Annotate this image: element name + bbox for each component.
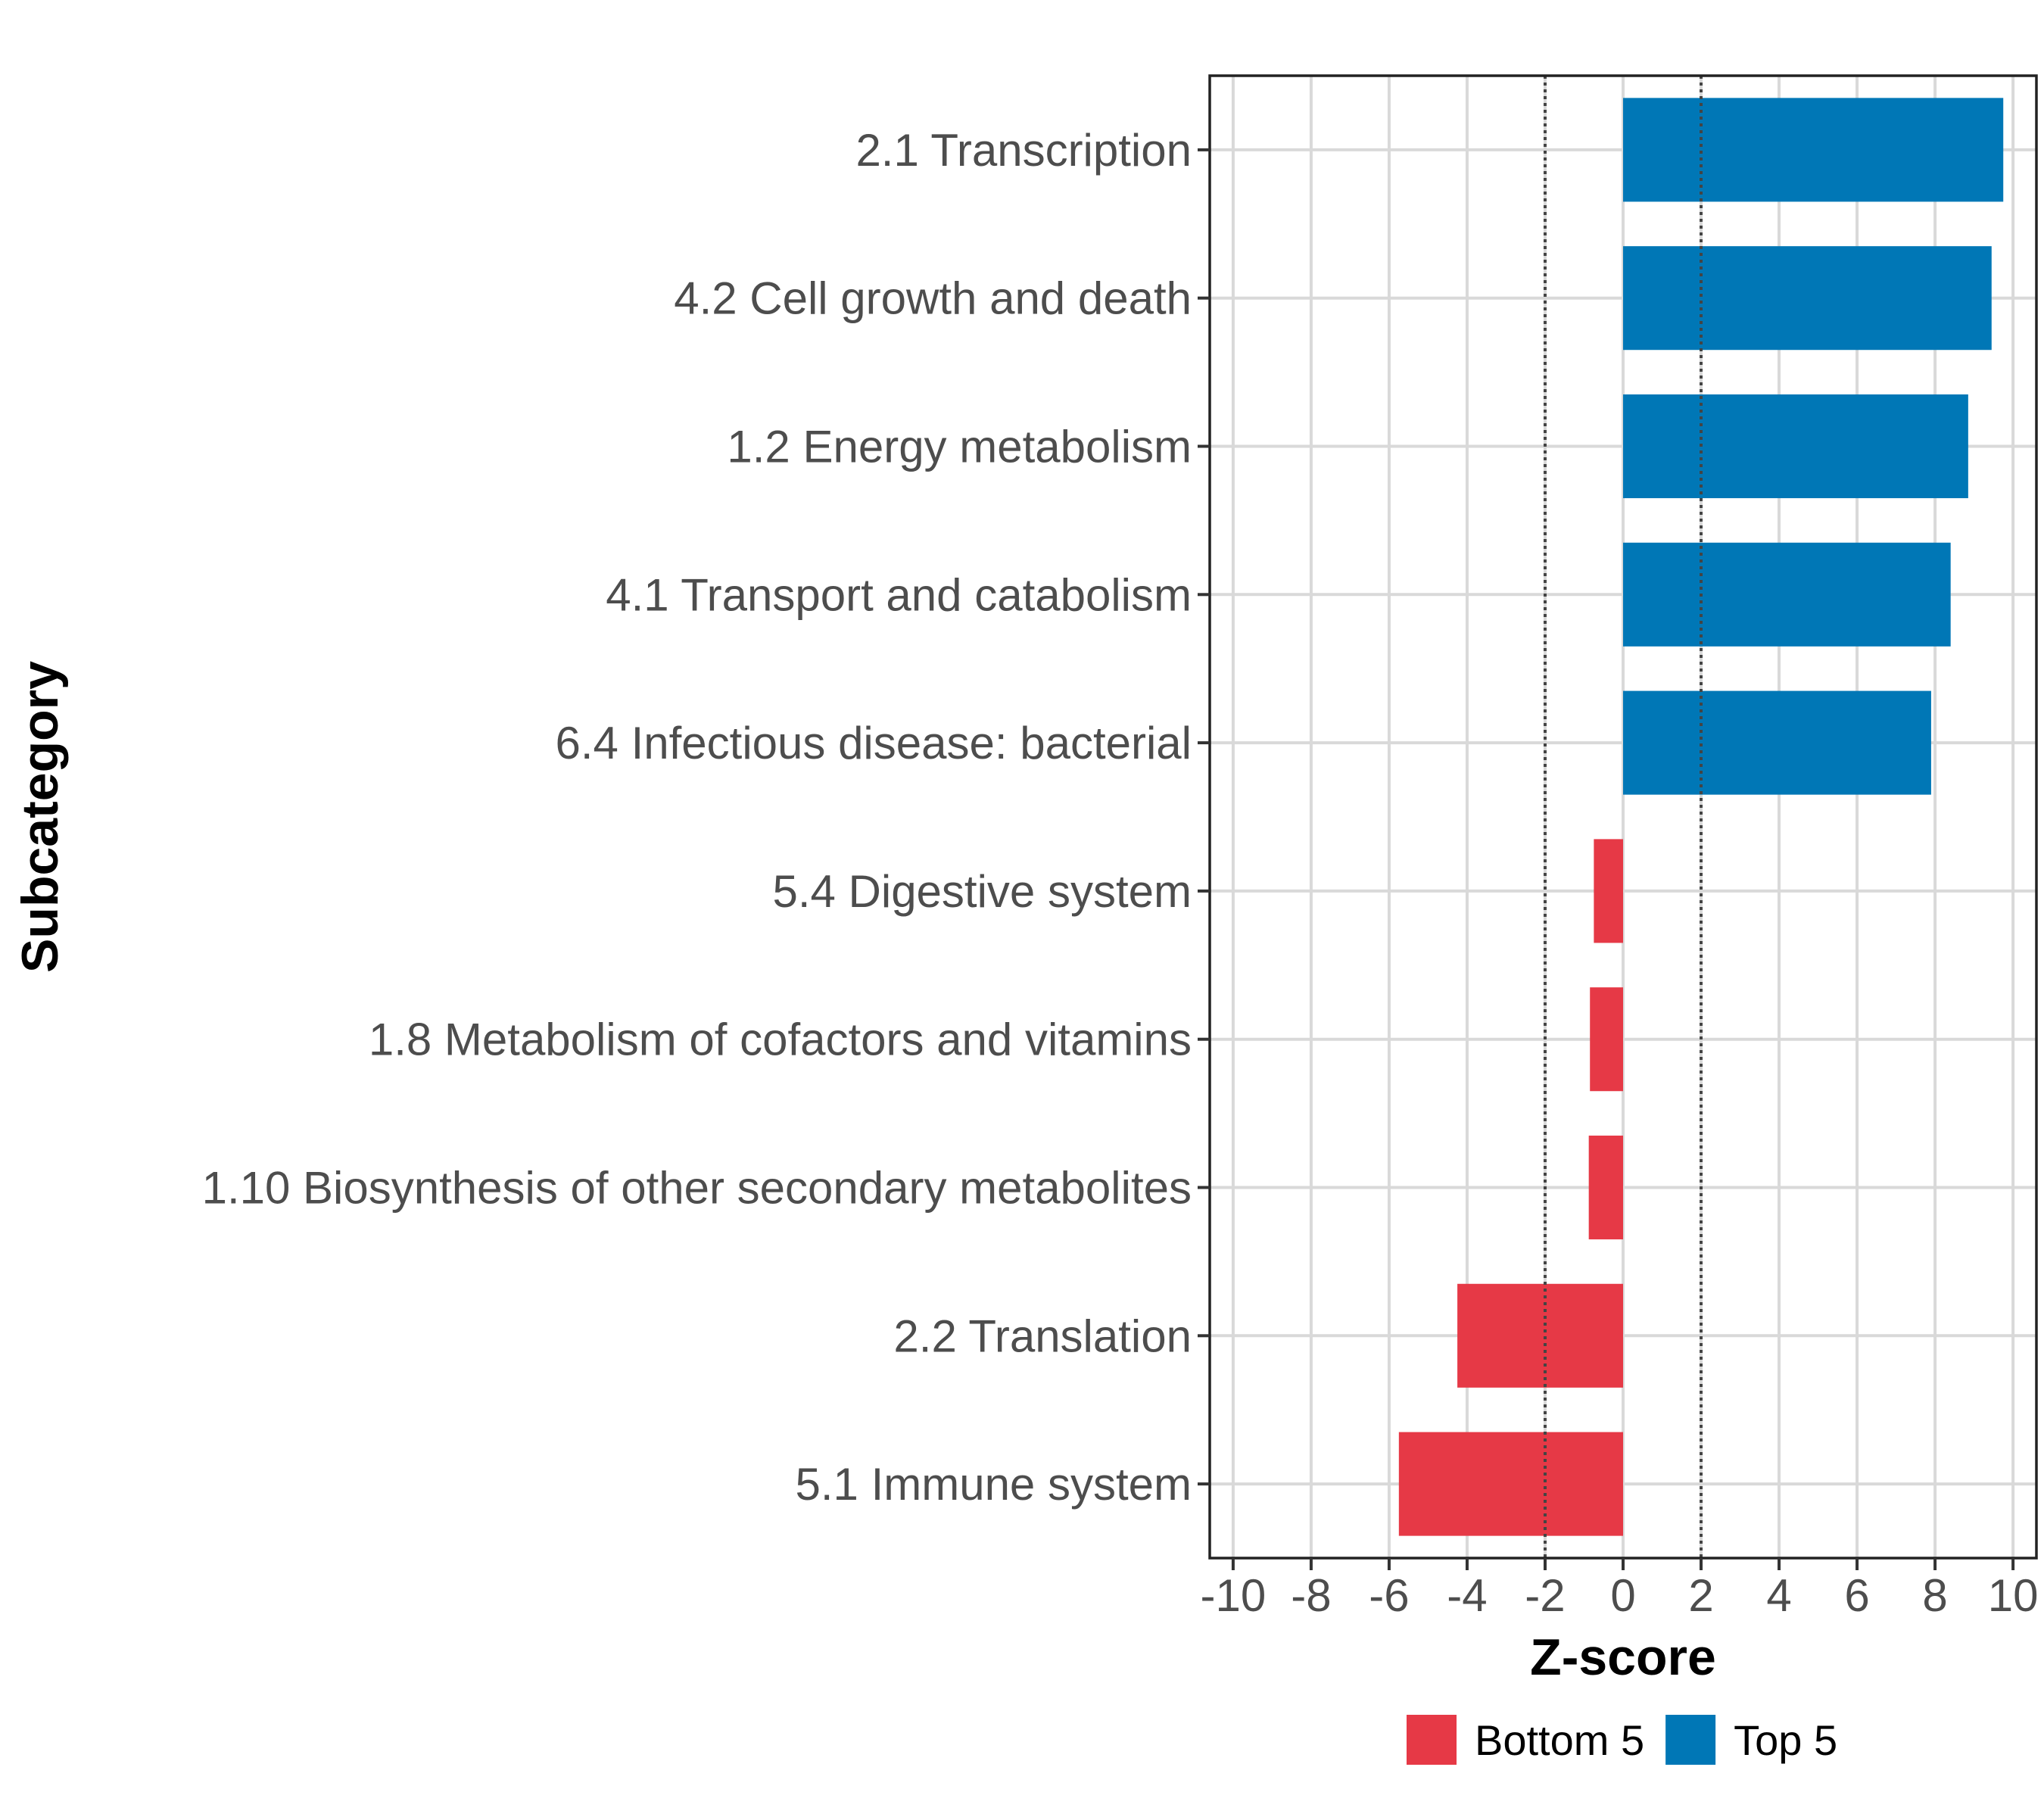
bar — [1623, 98, 2004, 202]
x-tick-label: -8 — [1291, 1570, 1331, 1621]
reference-lines — [1543, 76, 1703, 1558]
legend-label: Top 5 — [1734, 1716, 1837, 1764]
y-tick-label: 2.2 Translation — [893, 1311, 1192, 1361]
legend-swatch — [1407, 1715, 1457, 1765]
y-axis: 2.1 Transcription 4.2 Cell growth and dea… — [202, 125, 1210, 1510]
x-tick-label: 2 — [1688, 1570, 1713, 1621]
bar — [1623, 542, 1951, 647]
bar — [1594, 839, 1623, 943]
y-tick-label: 6.4 Infectious disease: bacterial — [556, 718, 1192, 768]
x-tick-label: -2 — [1525, 1570, 1565, 1621]
bar — [1457, 1283, 1623, 1388]
x-tick-label: 10 — [1988, 1570, 2039, 1621]
y-axis-title: Subcategory — [11, 661, 69, 973]
x-axis: -10 -8 -6 -4 -2 0 2 4 6 8 10 — [1201, 1558, 2039, 1621]
bar — [1623, 690, 1931, 795]
bars — [1398, 98, 2004, 1536]
bar — [1398, 1432, 1623, 1536]
y-tick-label: 4.1 Transport and catabolism — [606, 569, 1192, 620]
legend-swatch — [1665, 1715, 1716, 1765]
y-tick-label: 5.4 Digestive system — [772, 866, 1192, 917]
x-tick-label: 6 — [1844, 1570, 1869, 1621]
bar — [1588, 1135, 1623, 1240]
y-tick-label: 1.2 Energy metabolism — [727, 422, 1192, 472]
bar — [1590, 987, 1623, 1092]
x-tick-label: 0 — [1610, 1570, 1635, 1621]
x-tick-label: -4 — [1447, 1570, 1487, 1621]
bar — [1623, 246, 1992, 351]
legend-label: Bottom 5 — [1475, 1716, 1644, 1764]
x-tick-label: -6 — [1369, 1570, 1409, 1621]
x-axis-title: Z-score — [1530, 1628, 1716, 1686]
y-tick-label: 1.10 Biosynthesis of other secondary met… — [202, 1163, 1192, 1214]
x-tick-label: -10 — [1201, 1570, 1267, 1621]
y-tick-label: 1.8 Metabolism of cofactors and vitamins — [369, 1014, 1192, 1065]
bar — [1623, 394, 1968, 499]
x-tick-label: 4 — [1766, 1570, 1791, 1621]
legend: Bottom 5 Top 5 — [1407, 1715, 1837, 1765]
y-tick-label: 5.1 Immune system — [795, 1459, 1192, 1510]
y-tick-label: 2.1 Transcription — [855, 125, 1192, 176]
y-tick-label: 4.2 Cell growth and death — [674, 273, 1192, 324]
x-tick-label: 8 — [1922, 1570, 1947, 1621]
